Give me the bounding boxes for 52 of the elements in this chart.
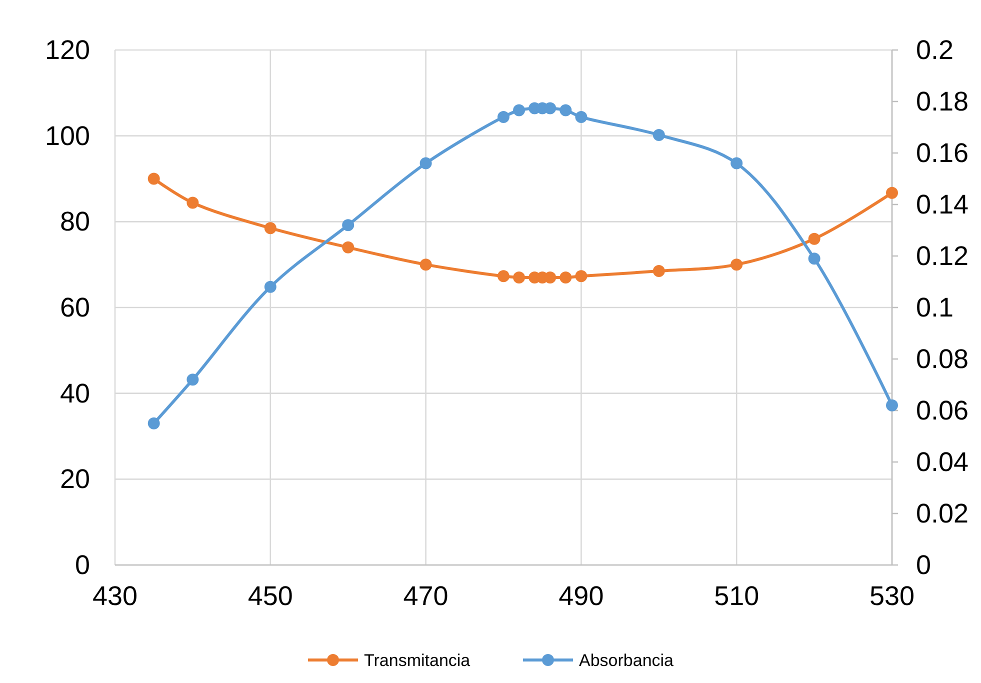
point [342, 241, 354, 254]
point [560, 271, 572, 284]
x-tick-label: 510 [714, 581, 760, 611]
x-tick-label: 430 [92, 581, 138, 611]
point [808, 232, 820, 245]
point [575, 270, 588, 282]
legend-label: Absorbancia [579, 651, 674, 670]
point [560, 104, 572, 116]
y2-tick-label: 0.1 [916, 292, 954, 322]
point [420, 157, 432, 170]
point [886, 186, 898, 199]
point [148, 417, 160, 430]
point [264, 280, 276, 293]
y2-tick-label: 0.02 [916, 498, 969, 528]
point [186, 196, 199, 209]
y-tick-label: 20 [60, 464, 90, 494]
y2-tick-label: 0.2 [916, 35, 954, 65]
point [730, 258, 743, 271]
point [513, 104, 526, 116]
y-tick-label: 0 [74, 550, 90, 580]
y2-tick-label: 0 [916, 550, 932, 580]
y-tick-label: 100 [44, 120, 90, 151]
y-tick-label: 60 [60, 292, 90, 322]
point [148, 172, 160, 185]
point [342, 219, 354, 232]
point [575, 110, 588, 123]
x-tick-label: 470 [403, 581, 448, 611]
point [730, 157, 743, 170]
y2-tick-label: 0.18 [916, 86, 969, 116]
point [420, 258, 432, 271]
point [886, 399, 898, 412]
point [808, 252, 820, 265]
x-tick-label: 490 [558, 581, 604, 611]
point [513, 271, 526, 284]
point [498, 270, 510, 282]
y-tick-label: 80 [60, 206, 90, 237]
x-tick-label: 530 [869, 581, 915, 611]
y-tick-label: 40 [60, 378, 90, 408]
legend-label: Transmitancia [364, 651, 471, 670]
y2-tick-label: 0.06 [916, 396, 969, 426]
point [186, 374, 199, 386]
y-tick-label: 120 [44, 35, 90, 65]
point [652, 265, 665, 278]
x-tick-label: 450 [248, 581, 293, 611]
y2-tick-label: 0.04 [916, 447, 969, 477]
point [652, 128, 665, 141]
point [498, 110, 510, 123]
y2-tick-label: 0.14 [916, 190, 969, 220]
y2-tick-label: 0.08 [916, 344, 969, 374]
y2-tick-label: 0.12 [916, 241, 969, 271]
y2-tick-label: 0.16 [916, 138, 969, 168]
point [264, 222, 276, 234]
